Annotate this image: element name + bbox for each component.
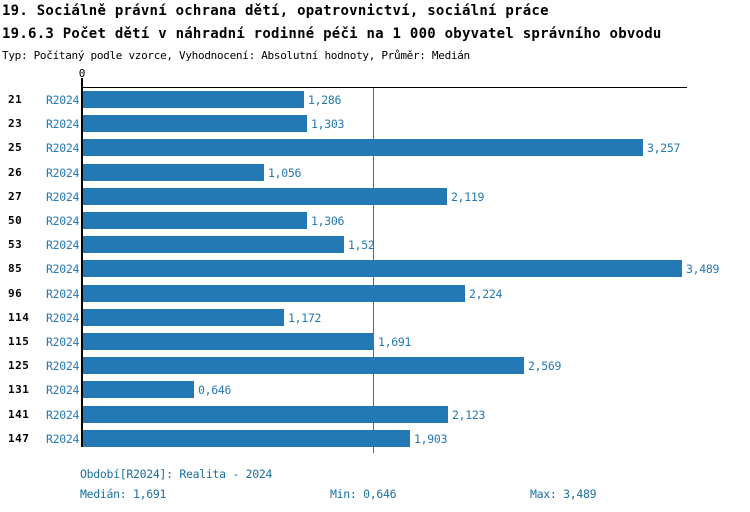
chart-row: 21 R2024 1,286 (0, 91, 750, 115)
series-label: R2024 (46, 214, 80, 228)
x-axis-zero-tick-label: 0 (78, 67, 86, 80)
series-label: R2024 (46, 93, 80, 107)
value-label: 2,119 (451, 190, 485, 204)
bar (83, 285, 465, 302)
min-stat: Min: 0,646 (330, 487, 397, 501)
bar (83, 333, 374, 350)
category-label: 53 (8, 238, 23, 251)
bar (83, 139, 643, 156)
value-label: 1,303 (311, 117, 345, 131)
chart-row: 131 R2024 0,646 (0, 381, 750, 405)
series-label: R2024 (46, 383, 80, 397)
bar (83, 406, 448, 423)
chart-row: 125 R2024 2,569 (0, 357, 750, 381)
chart-row: 115 R2024 1,691 (0, 333, 750, 357)
median-stat: Medián: 1,691 (80, 487, 167, 501)
bar (83, 260, 682, 277)
bar (83, 164, 264, 181)
bar (83, 212, 307, 229)
category-label: 115 (8, 335, 30, 348)
chart-row: 147 R2024 1,903 (0, 430, 750, 454)
category-label: 85 (8, 262, 23, 275)
value-label: 1,52 (348, 238, 375, 252)
series-label: R2024 (46, 238, 80, 252)
chart-row: 26 R2024 1,056 (0, 164, 750, 188)
bar (83, 188, 447, 205)
value-label: 1,172 (288, 311, 322, 325)
value-label: 1,286 (308, 93, 342, 107)
category-label: 125 (8, 359, 30, 372)
value-label: 0,646 (198, 383, 232, 397)
series-label: R2024 (46, 335, 80, 349)
bar (83, 115, 307, 132)
bar (83, 236, 344, 253)
chart-row: 25 R2024 3,257 (0, 139, 750, 163)
chart-row: 27 R2024 2,119 (0, 188, 750, 212)
bar (83, 91, 304, 108)
series-label: R2024 (46, 408, 80, 422)
category-label: 141 (8, 408, 30, 421)
indicator-title: 19.6.3 Počet dětí v náhradní rodinné péč… (2, 26, 662, 42)
series-label: R2024 (46, 190, 80, 204)
value-label: 3,257 (647, 141, 681, 155)
x-axis-line (82, 87, 687, 88)
bar (83, 430, 410, 447)
category-label: 21 (8, 93, 23, 106)
value-label: 1,903 (414, 432, 448, 446)
y-axis-line (81, 78, 83, 447)
category-label: 131 (8, 383, 30, 396)
category-label: 50 (8, 214, 23, 227)
chart-row: 50 R2024 1,306 (0, 212, 750, 236)
value-label: 2,224 (469, 287, 503, 301)
category-label: 25 (8, 141, 23, 154)
series-label: R2024 (46, 311, 80, 325)
category-label: 23 (8, 117, 23, 130)
category-label: 114 (8, 311, 30, 324)
report-section-title: 19. Sociálně právní ochrana dětí, opatro… (2, 3, 549, 19)
value-label: 1,306 (311, 214, 345, 228)
max-stat: Max: 3,489 (530, 487, 597, 501)
chart-row: 53 R2024 1,52 (0, 236, 750, 260)
category-label: 96 (8, 287, 23, 300)
chart-subtitle: Typ: Počítaný podle vzorce, Vyhodnocení:… (2, 49, 470, 62)
chart-row: 141 R2024 2,123 (0, 406, 750, 430)
series-label: R2024 (46, 287, 80, 301)
series-label: R2024 (46, 262, 80, 276)
series-label: R2024 (46, 166, 80, 180)
bar (83, 309, 284, 326)
category-label: 147 (8, 432, 30, 445)
chart-row: 85 R2024 3,489 (0, 260, 750, 284)
bar (83, 381, 194, 398)
chart-row: 23 R2024 1,303 (0, 115, 750, 139)
category-label: 26 (8, 166, 23, 179)
series-label: R2024 (46, 359, 80, 373)
value-label: 2,123 (452, 408, 486, 422)
series-label: R2024 (46, 117, 80, 131)
value-label: 2,569 (528, 359, 562, 373)
period-label: Období[R2024]: Realita - 2024 (80, 467, 273, 481)
series-label: R2024 (46, 141, 80, 155)
chart-row: 114 R2024 1,172 (0, 309, 750, 333)
chart-row: 96 R2024 2,224 (0, 285, 750, 309)
value-label: 3,489 (686, 262, 720, 276)
series-label: R2024 (46, 432, 80, 446)
value-label: 1,056 (268, 166, 302, 180)
category-label: 27 (8, 190, 23, 203)
value-label: 1,691 (378, 335, 412, 349)
bar (83, 357, 524, 374)
